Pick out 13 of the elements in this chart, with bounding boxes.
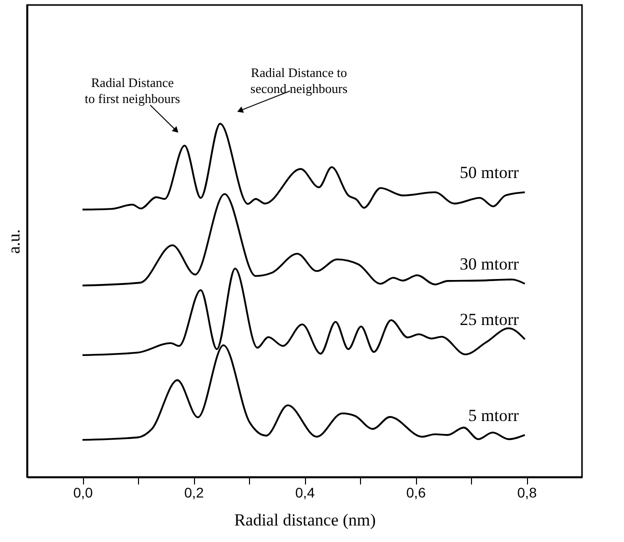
- x-tick-label: 0,0: [73, 484, 93, 500]
- text: Radial Distance to first neighbours: [84, 74, 180, 106]
- x-tick-label: 0,4: [295, 484, 315, 500]
- series-label: 5 mtorr: [468, 406, 520, 425]
- series-label: 30 mtorr: [460, 254, 520, 274]
- x-tick-label: 0,2: [184, 484, 204, 500]
- x-tick-label: 0,8: [517, 484, 537, 500]
- series-label: 25 mtorr: [460, 310, 520, 330]
- y-axis-title: a.u.: [4, 229, 24, 254]
- series-label: 50 mtorr: [460, 163, 520, 182]
- x-tick-label: 0,6: [406, 484, 426, 500]
- text: Radial Distance to second neighbours: [250, 65, 348, 96]
- x-axis-title: Radial distance (nm): [234, 510, 376, 530]
